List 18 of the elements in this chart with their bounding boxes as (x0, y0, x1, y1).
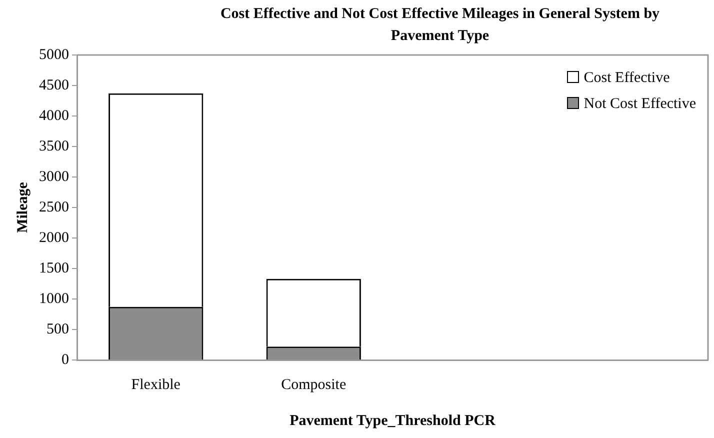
y-tick-label: 1500 (39, 260, 69, 276)
y-tick-label: 5000 (39, 46, 69, 63)
y-axis-title: Mileage (14, 182, 31, 233)
y-tick-label: 2000 (39, 230, 69, 246)
y-tick-label: 1000 (39, 290, 69, 307)
y-tick-label: 3000 (39, 168, 69, 185)
x-axis-title: Pavement Type_Threshold PCR (290, 412, 496, 429)
x-tick-label: Composite (281, 376, 346, 393)
y-tick-label: 4500 (39, 77, 69, 94)
x-tick-label: Flexible (131, 376, 181, 393)
legend-label: Not Cost Effective (584, 96, 696, 112)
y-tick-label: 3500 (39, 138, 69, 154)
y-tick-label: 500 (46, 321, 69, 338)
legend-label: Cost Effective (584, 70, 670, 86)
y-tick-label: 4000 (39, 108, 69, 124)
y-tick-label: 2500 (39, 199, 69, 216)
y-tick-label: 0 (62, 352, 69, 368)
chart-title: Cost Effective and Not Cost Effective Mileages in General System by Pavement Type (219, 5, 661, 46)
